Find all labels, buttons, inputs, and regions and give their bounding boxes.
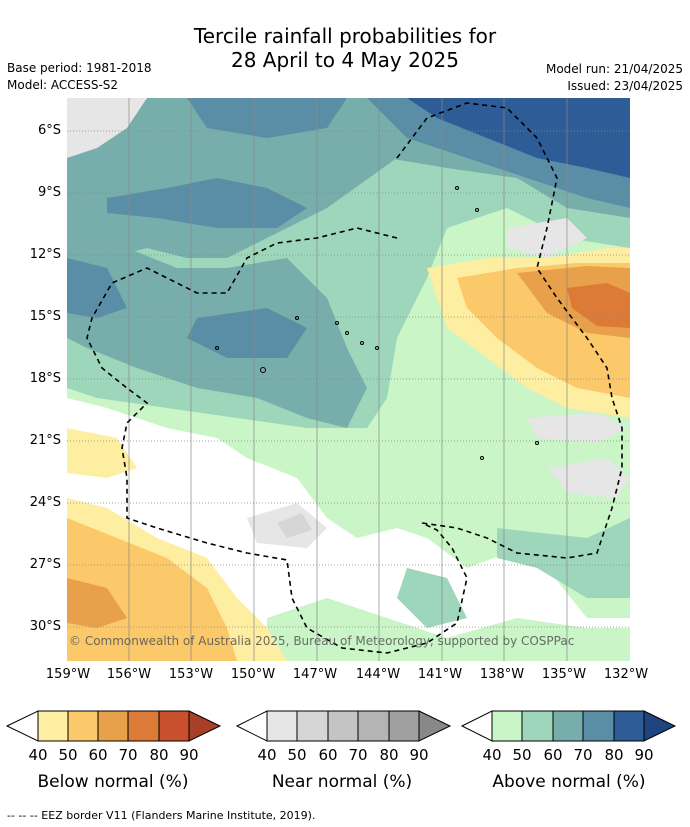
cbar-near-tick: 90 [409, 746, 429, 764]
colorbar-near [235, 710, 452, 742]
copyright-text: © Commonwealth of Australia 2025, Bureau… [69, 634, 574, 648]
lat-label: 18°S [29, 371, 61, 386]
cbar-above-tick: 60 [543, 746, 563, 764]
lon-label: 150°W [230, 667, 276, 682]
cbar-above-label: Above normal (%) [492, 772, 646, 792]
cbar-below-label: Below normal (%) [37, 772, 189, 792]
meta-right: Model run: 21/04/2025 Issued: 23/04/2025 [546, 61, 683, 95]
near-40-region [67, 98, 147, 158]
colorbar-above [460, 710, 677, 742]
above-60-region [67, 98, 447, 268]
cbar-below-tick: 40 [28, 746, 48, 764]
cbar-below-tick: 90 [179, 746, 199, 764]
model-name: Model: ACCESS-S2 [7, 78, 119, 92]
below-50-region [67, 518, 237, 661]
above-80-region [407, 98, 630, 178]
lat-label: 6°S [37, 123, 61, 138]
below-70-region [567, 283, 630, 328]
lon-label: 147°W [292, 667, 338, 682]
title-line-2: 28 April to 4 May 2025 [231, 48, 459, 72]
graticule [67, 98, 630, 661]
lat-label: 24°S [29, 495, 61, 510]
colorbar-below [5, 710, 222, 742]
cbar-near-tick: 40 [257, 746, 277, 764]
above-70-region [107, 178, 307, 228]
lat-label: 30°S [29, 619, 61, 634]
lon-label: 135°W [541, 667, 587, 682]
lon-label: 132°W [603, 667, 649, 682]
cbar-above-tick: 80 [604, 746, 624, 764]
cbar-near-tick: 70 [348, 746, 368, 764]
cbar-near-tick: 50 [287, 746, 307, 764]
lon-label: 138°W [479, 667, 525, 682]
probability-map: © Commonwealth of Australia 2025, Bureau… [67, 98, 630, 661]
lat-label: 15°S [29, 309, 61, 324]
cbar-near-tick: 80 [379, 746, 399, 764]
model-run: Model run: 21/04/2025 [545, 62, 683, 76]
cbar-above-tick: 90 [634, 746, 654, 764]
cbar-above-tick: 50 [512, 746, 532, 764]
cbar-near-tick: 60 [318, 746, 338, 764]
cbar-below-tick: 50 [58, 746, 78, 764]
issued-date: Issued: 23/04/2025 [567, 79, 683, 93]
cbar-below-tick: 70 [118, 746, 138, 764]
eez-borders [86, 102, 623, 654]
title-line-1: Tercile rainfall probabilities for [193, 24, 497, 48]
lat-label: 21°S [29, 433, 61, 448]
lon-label: 141°W [417, 667, 463, 682]
lat-label: 9°S [37, 185, 61, 200]
lat-label: 12°S [29, 247, 61, 262]
cbar-above-tick: 70 [573, 746, 593, 764]
base-period: Base period: 1981-2018 [7, 61, 152, 75]
lon-label: 159°W [45, 667, 91, 682]
islands [215, 186, 539, 460]
cbar-below-tick: 60 [88, 746, 108, 764]
cbar-below-tick: 80 [149, 746, 169, 764]
eez-footnote: -- -- -- EEZ border V11 (Flanders Marine… [7, 809, 316, 822]
cbar-above-tick: 40 [482, 746, 502, 764]
lon-label: 156°W [106, 667, 152, 682]
cbar-near-label: Near normal (%) [271, 772, 413, 792]
meta-left: Base period: 1981-2018 Model: ACCESS-S2 [7, 60, 152, 94]
colorbars [5, 710, 677, 742]
map-title: Tercile rainfall probabilities for 28 Ap… [0, 24, 690, 72]
lon-label: 144°W [355, 667, 401, 682]
lat-label: 27°S [29, 557, 61, 572]
lon-label: 153°W [168, 667, 214, 682]
